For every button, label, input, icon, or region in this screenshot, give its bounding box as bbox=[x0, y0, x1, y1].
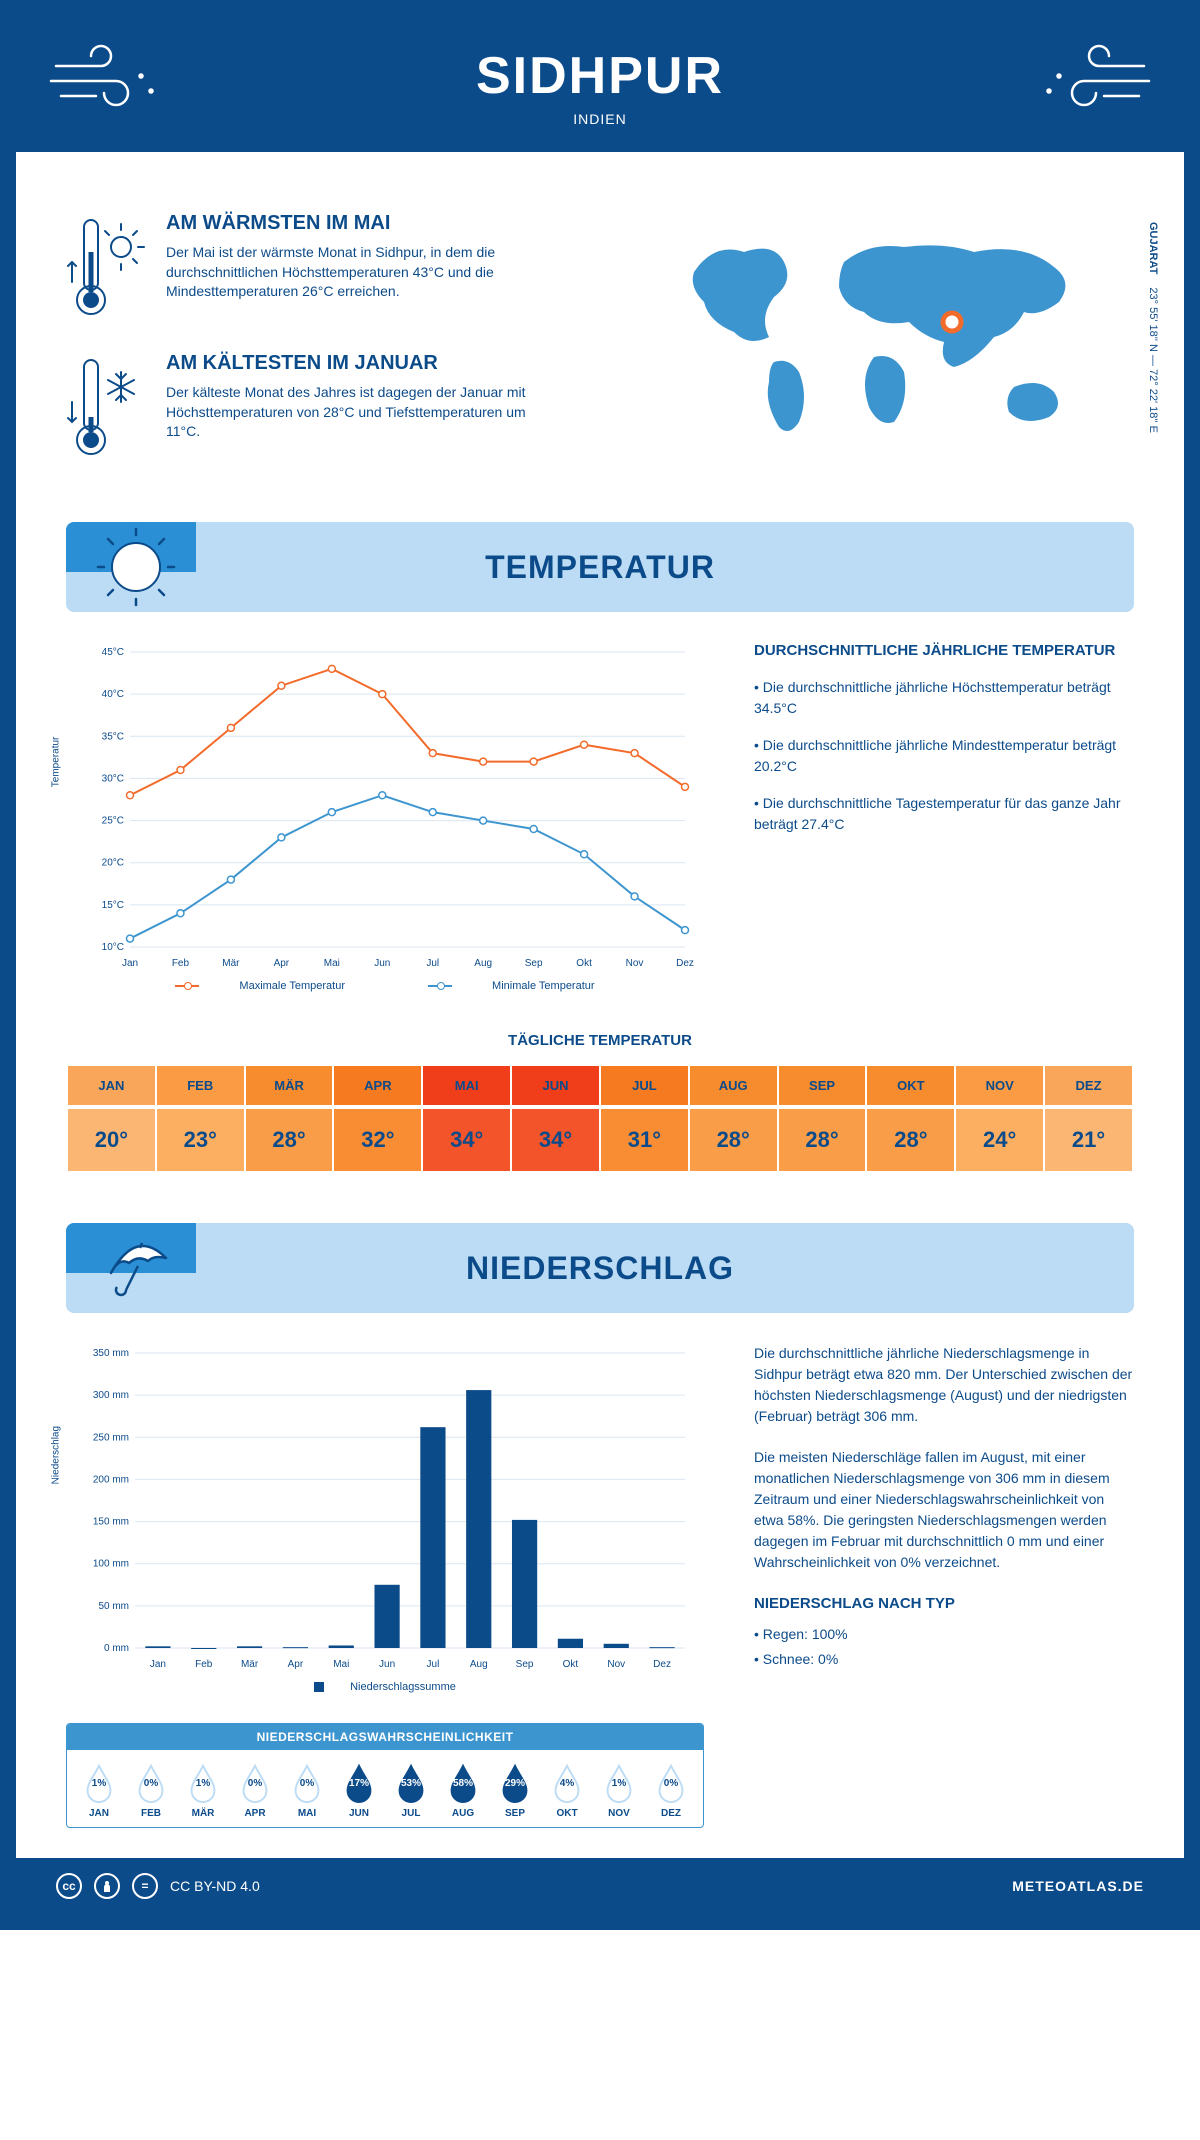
wind-icon bbox=[46, 36, 166, 121]
svg-text:30°C: 30°C bbox=[102, 773, 124, 784]
prob-drop: 29% SEP bbox=[489, 1762, 541, 1819]
warmest-body: Der Mai ist der wärmste Monat in Sidhpur… bbox=[166, 243, 546, 302]
license-text: CC BY-ND 4.0 bbox=[170, 1878, 260, 1894]
svg-text:Mär: Mär bbox=[241, 1659, 259, 1670]
svg-text:100 mm: 100 mm bbox=[93, 1559, 129, 1570]
prob-drop: 58% AUG bbox=[437, 1762, 489, 1819]
svg-text:10°C: 10°C bbox=[102, 942, 124, 953]
prob-drop: 0% FEB bbox=[125, 1762, 177, 1819]
svg-text:50 mm: 50 mm bbox=[98, 1601, 129, 1612]
svg-text:350 mm: 350 mm bbox=[93, 1348, 129, 1359]
svg-text:200 mm: 200 mm bbox=[93, 1474, 129, 1485]
prob-drop: 53% JUL bbox=[385, 1762, 437, 1819]
prob-drop: 1% NOV bbox=[593, 1762, 645, 1819]
nd-icon: = bbox=[132, 1873, 158, 1899]
svg-text:Okt: Okt bbox=[563, 1659, 579, 1670]
prob-drop: 1% JAN bbox=[73, 1762, 125, 1819]
coldest-block: AM KÄLTESTEN IM JANUAR Der kälteste Mona… bbox=[66, 352, 624, 467]
svg-text:Aug: Aug bbox=[474, 958, 492, 969]
svg-text:15°C: 15°C bbox=[102, 900, 124, 911]
hero-header: SIDHPUR INDIEN bbox=[16, 16, 1184, 152]
footer: cc = CC BY-ND 4.0 METEOATLAS.DE bbox=[16, 1858, 1184, 1914]
country-label: INDIEN bbox=[36, 111, 1164, 127]
svg-text:Mai: Mai bbox=[324, 958, 340, 969]
warmest-block: AM WÄRMSTEN IM MAI Der Mai ist der wärms… bbox=[66, 212, 624, 327]
thermometer-hot-icon bbox=[66, 212, 146, 327]
precipitation-bar-chart: Niederschlag 0 mm50 mm100 mm150 mm200 mm… bbox=[66, 1343, 704, 1673]
svg-text:Aug: Aug bbox=[470, 1659, 488, 1670]
svg-text:Sep: Sep bbox=[525, 958, 543, 969]
by-icon bbox=[94, 1873, 120, 1899]
precipitation-summary: Die durchschnittliche jährliche Niedersc… bbox=[754, 1343, 1134, 1828]
svg-text:Feb: Feb bbox=[195, 1659, 213, 1670]
svg-text:Apr: Apr bbox=[274, 958, 290, 969]
svg-text:0 mm: 0 mm bbox=[104, 1643, 129, 1654]
svg-text:20°C: 20°C bbox=[102, 858, 124, 869]
city-title: SIDHPUR bbox=[36, 46, 1164, 106]
svg-text:Mai: Mai bbox=[333, 1659, 349, 1670]
site-name: METEOATLAS.DE bbox=[1012, 1878, 1144, 1894]
svg-text:250 mm: 250 mm bbox=[93, 1432, 129, 1443]
svg-text:Jan: Jan bbox=[122, 958, 138, 969]
svg-text:300 mm: 300 mm bbox=[93, 1390, 129, 1401]
svg-text:Dez: Dez bbox=[676, 958, 694, 969]
svg-text:150 mm: 150 mm bbox=[93, 1517, 129, 1528]
world-map: GUJARAT 23° 55' 18'' N — 72° 22' 18'' E bbox=[664, 212, 1134, 492]
daily-temp-title: TÄGLICHE TEMPERATUR bbox=[66, 1032, 1134, 1049]
prob-drop: 0% APR bbox=[229, 1762, 281, 1819]
svg-text:Jul: Jul bbox=[426, 958, 439, 969]
svg-text:40°C: 40°C bbox=[102, 689, 124, 700]
svg-text:Nov: Nov bbox=[607, 1659, 625, 1670]
prob-drop: 17% JUN bbox=[333, 1762, 385, 1819]
sun-icon bbox=[96, 527, 176, 612]
temperature-line-chart: Temperatur 10°C15°C20°C25°C30°C35°C40°C4… bbox=[66, 642, 704, 972]
thermometer-cold-icon bbox=[66, 352, 146, 467]
precipitation-section-header: NIEDERSCHLAG bbox=[66, 1223, 1134, 1313]
cc-icon: cc bbox=[56, 1873, 82, 1899]
wind-icon bbox=[1034, 36, 1154, 121]
temperature-section-header: TEMPERATUR bbox=[66, 522, 1134, 612]
svg-text:35°C: 35°C bbox=[102, 731, 124, 742]
prob-drop: 0% MAI bbox=[281, 1762, 333, 1819]
coldest-body: Der kälteste Monat des Jahres ist dagege… bbox=[166, 383, 546, 442]
svg-text:Feb: Feb bbox=[172, 958, 190, 969]
svg-text:Jul: Jul bbox=[427, 1659, 440, 1670]
svg-text:Nov: Nov bbox=[626, 958, 644, 969]
prob-drop: 0% DEZ bbox=[645, 1762, 697, 1819]
svg-text:Okt: Okt bbox=[576, 958, 592, 969]
coordinates: GUJARAT 23° 55' 18'' N — 72° 22' 18'' E bbox=[1147, 222, 1159, 433]
prob-drop: 1% MÄR bbox=[177, 1762, 229, 1819]
precipitation-probability: NIEDERSCHLAGSWAHRSCHEINLICHKEIT 1% JAN 0… bbox=[66, 1723, 704, 1828]
svg-text:Dez: Dez bbox=[653, 1659, 671, 1670]
svg-text:Jun: Jun bbox=[379, 1659, 395, 1670]
svg-text:Mär: Mär bbox=[222, 958, 240, 969]
svg-text:45°C: 45°C bbox=[102, 647, 124, 658]
prob-drop: 4% OKT bbox=[541, 1762, 593, 1819]
svg-text:Sep: Sep bbox=[516, 1659, 534, 1670]
svg-text:Apr: Apr bbox=[288, 1659, 304, 1670]
temperature-legend: Maximale Temperatur Minimale Temperatur bbox=[66, 980, 704, 992]
precipitation-legend: Niederschlagssumme bbox=[66, 1681, 704, 1693]
warmest-title: AM WÄRMSTEN IM MAI bbox=[166, 212, 546, 235]
coldest-title: AM KÄLTESTEN IM JANUAR bbox=[166, 352, 546, 375]
umbrella-icon bbox=[96, 1228, 176, 1313]
svg-text:Jan: Jan bbox=[150, 1659, 166, 1670]
svg-text:Jun: Jun bbox=[374, 958, 390, 969]
daily-temp-values: 20°23°28°32°34°34°31°28°28°28°24°21° bbox=[66, 1107, 1134, 1173]
daily-temp-months: JANFEBMÄRAPRMAIJUNJULAUGSEPOKTNOVDEZ bbox=[66, 1064, 1134, 1107]
svg-text:25°C: 25°C bbox=[102, 816, 124, 827]
temperature-summary: DURCHSCHNITTLICHE JÄHRLICHE TEMPERATUR •… bbox=[754, 642, 1134, 992]
